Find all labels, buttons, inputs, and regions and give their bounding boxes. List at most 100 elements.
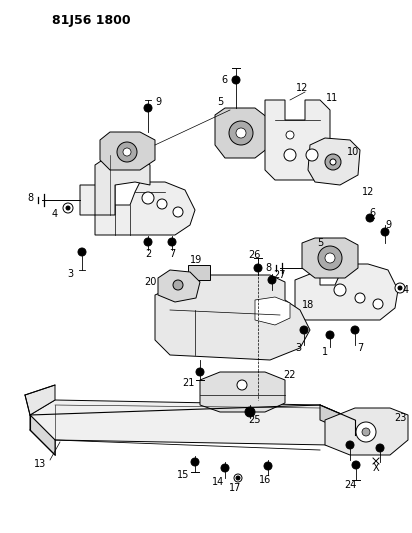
Text: 2: 2 bbox=[145, 249, 151, 259]
Text: 81J56 1800: 81J56 1800 bbox=[52, 14, 131, 27]
Circle shape bbox=[191, 458, 199, 466]
Text: 19: 19 bbox=[190, 255, 202, 265]
Polygon shape bbox=[100, 132, 155, 170]
Circle shape bbox=[234, 474, 242, 482]
Circle shape bbox=[325, 253, 335, 263]
Text: 3: 3 bbox=[295, 343, 301, 353]
Circle shape bbox=[232, 76, 240, 84]
Circle shape bbox=[173, 280, 183, 290]
Text: 27: 27 bbox=[274, 270, 286, 280]
Circle shape bbox=[264, 462, 272, 470]
Circle shape bbox=[173, 207, 183, 217]
Text: 5: 5 bbox=[217, 97, 223, 107]
Circle shape bbox=[381, 228, 389, 236]
Circle shape bbox=[144, 238, 152, 246]
Circle shape bbox=[142, 192, 154, 204]
Circle shape bbox=[245, 407, 255, 417]
Text: 14: 14 bbox=[212, 477, 224, 487]
Polygon shape bbox=[200, 372, 285, 412]
Circle shape bbox=[237, 380, 247, 390]
Text: 11: 11 bbox=[326, 93, 338, 103]
Circle shape bbox=[236, 128, 246, 138]
Text: 22: 22 bbox=[284, 370, 296, 380]
Text: 10: 10 bbox=[347, 147, 359, 157]
Circle shape bbox=[236, 476, 240, 480]
Circle shape bbox=[268, 276, 276, 284]
Text: 7: 7 bbox=[169, 249, 175, 259]
Text: 6: 6 bbox=[221, 75, 227, 85]
Polygon shape bbox=[255, 297, 290, 325]
Circle shape bbox=[325, 154, 341, 170]
Polygon shape bbox=[325, 408, 408, 455]
Circle shape bbox=[366, 214, 374, 222]
Circle shape bbox=[398, 286, 402, 290]
Text: 13: 13 bbox=[34, 459, 46, 469]
Text: 4: 4 bbox=[52, 209, 58, 219]
Circle shape bbox=[168, 238, 176, 246]
Polygon shape bbox=[308, 138, 360, 185]
Circle shape bbox=[123, 148, 131, 156]
Text: 12: 12 bbox=[362, 187, 374, 197]
Circle shape bbox=[157, 199, 167, 209]
Polygon shape bbox=[158, 270, 200, 302]
Circle shape bbox=[78, 248, 86, 256]
Text: 26: 26 bbox=[248, 250, 260, 260]
Circle shape bbox=[229, 121, 253, 145]
Polygon shape bbox=[155, 275, 310, 360]
Text: 1: 1 bbox=[322, 347, 328, 357]
Polygon shape bbox=[295, 264, 398, 320]
Circle shape bbox=[346, 441, 354, 449]
Text: 9: 9 bbox=[385, 220, 391, 230]
Polygon shape bbox=[320, 405, 355, 435]
Circle shape bbox=[351, 326, 359, 334]
Text: 24: 24 bbox=[344, 480, 356, 490]
Text: 21: 21 bbox=[182, 378, 194, 388]
Circle shape bbox=[356, 422, 376, 442]
Polygon shape bbox=[265, 100, 330, 180]
Polygon shape bbox=[30, 415, 55, 455]
Circle shape bbox=[286, 131, 294, 139]
Text: X: X bbox=[373, 463, 379, 473]
Text: 12: 12 bbox=[296, 83, 308, 93]
Circle shape bbox=[334, 284, 346, 296]
Text: 4: 4 bbox=[403, 285, 409, 295]
Circle shape bbox=[326, 331, 334, 339]
Text: 20: 20 bbox=[144, 277, 156, 287]
Text: 18: 18 bbox=[302, 300, 314, 310]
Circle shape bbox=[352, 461, 360, 469]
Circle shape bbox=[144, 104, 152, 112]
Circle shape bbox=[284, 149, 296, 161]
Text: 17: 17 bbox=[229, 483, 241, 493]
Text: 25: 25 bbox=[249, 415, 261, 425]
Text: 8: 8 bbox=[27, 193, 33, 203]
Text: 7: 7 bbox=[357, 343, 363, 353]
Circle shape bbox=[221, 464, 229, 472]
Circle shape bbox=[254, 264, 262, 272]
Text: 8: 8 bbox=[265, 263, 271, 273]
Polygon shape bbox=[188, 265, 210, 280]
Circle shape bbox=[117, 142, 137, 162]
Circle shape bbox=[362, 428, 370, 436]
Polygon shape bbox=[30, 400, 355, 445]
Circle shape bbox=[300, 326, 308, 334]
Text: 5: 5 bbox=[317, 238, 323, 248]
Text: 9: 9 bbox=[155, 97, 161, 107]
Circle shape bbox=[395, 283, 405, 293]
Polygon shape bbox=[302, 238, 358, 278]
Circle shape bbox=[330, 159, 336, 165]
Text: 6: 6 bbox=[369, 208, 375, 218]
Polygon shape bbox=[25, 385, 55, 415]
Circle shape bbox=[306, 149, 318, 161]
Text: 23: 23 bbox=[394, 413, 406, 423]
Circle shape bbox=[66, 206, 70, 210]
Circle shape bbox=[355, 293, 365, 303]
Polygon shape bbox=[80, 182, 195, 235]
Polygon shape bbox=[95, 155, 150, 215]
Circle shape bbox=[373, 299, 383, 309]
Polygon shape bbox=[215, 108, 268, 158]
Text: 15: 15 bbox=[177, 470, 189, 480]
Text: 16: 16 bbox=[259, 475, 271, 485]
Circle shape bbox=[196, 368, 204, 376]
Text: 3: 3 bbox=[67, 269, 73, 279]
Circle shape bbox=[376, 444, 384, 452]
